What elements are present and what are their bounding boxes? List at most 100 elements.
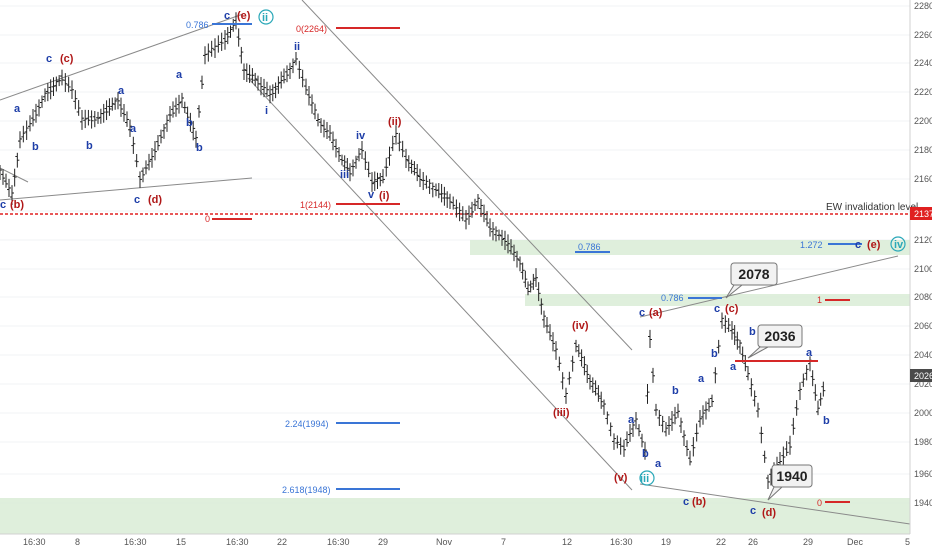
wave-label: (e) [867,239,881,251]
triangle-upper [639,255,899,318]
ohlc-bar [387,146,392,166]
x-tick-label: 22 [277,537,287,547]
ohlc-bar [707,398,711,412]
ohlc-bar [185,106,190,123]
y-tick-label: 2040 [914,350,932,360]
ohlc-bar [37,99,41,117]
ohlc-bar [512,244,516,262]
ohlc-bar [131,136,136,154]
callout-1940: 1940 [767,464,813,501]
ohlc-bar [279,71,284,89]
ohlc-bar [723,315,728,333]
ohlc-bar [691,437,696,457]
ohlc-bar [704,401,708,420]
ohlc-bar [430,182,435,198]
ohlc-bar [634,412,638,430]
ohlc-bar [63,73,68,92]
wave-label: c [750,505,756,517]
ohlc-bar [560,372,565,390]
ohlc-bar [605,411,610,425]
ohlc-bar [128,119,132,137]
ohlc-bar [625,431,629,447]
ohlc-bar [667,416,671,435]
ohlc-bar [262,78,266,98]
callout-text: 2078 [738,266,769,282]
y-tick-label: 2280 [914,1,932,11]
ohlc-bar [239,46,244,64]
ohlc-bar [574,339,578,353]
ohlc-bar [10,185,14,205]
ohlc-bar [340,154,344,166]
wave-label: i [265,105,268,117]
x-tick-label: 16:30 [23,537,46,547]
ohlc-bar [96,111,100,124]
ohlc-bar [523,270,528,288]
ohlc-bar [454,199,459,218]
ohlc-bar [670,411,674,431]
ohlc-bar [557,356,562,371]
ohlc-bar [579,349,584,367]
ohlc-bar [18,131,22,149]
ohlc-bar [640,433,644,448]
ohlc-bar [491,222,495,241]
y-tick-label: 2060 [914,321,932,331]
ohlc-bar [726,318,731,333]
ohlc-bar [86,109,91,126]
wave-label: b [32,141,39,153]
ohlc-bar [294,52,298,66]
x-tick-label: Dec [847,537,864,547]
ohlc-bar [660,415,665,433]
callout-2078: 2078 [725,262,778,299]
ohlc-bar [354,155,358,169]
ohlc-bar [291,58,295,74]
wave-label: (c) [60,53,74,65]
trend-lines [0,0,911,525]
ohlc-bar [482,204,486,223]
ohlc-bar [534,268,538,288]
ohlc-bar [424,175,429,189]
ohlc-bar [363,151,368,170]
callout-text: 1940 [776,468,807,484]
ohlc-bar [250,68,255,84]
ohlc-bar [400,140,405,158]
ohlc-bar [730,320,734,340]
x-tick-label: 29 [803,537,813,547]
ohlc-bar [316,113,320,127]
ohlc-bar [147,153,151,171]
wave-label: c [46,53,52,65]
wave-label: a [176,69,183,81]
ohlc-bar [460,206,465,222]
wave-label: (e) [237,10,251,22]
ohlc-bar [247,64,252,83]
ohlc-bar [304,78,308,95]
y-tick-label: 2120 [914,235,932,245]
ohlc-bar [113,97,118,110]
ohlc-bar [191,120,196,141]
y-tick-label: 2220 [914,87,932,97]
ohlc-bar [732,325,737,345]
ohlc-bar [337,146,341,162]
circle-marker-iii [639,470,655,486]
y-tick-label: 2160 [914,174,932,184]
ohlc-bar [322,119,326,138]
ohlc-bar [743,355,748,372]
ohlc-bar [242,63,246,80]
ohlc-bar [144,160,148,175]
ohlc-bar [156,134,160,151]
ohlc-bar [66,76,71,93]
ohlc-bar [162,124,166,139]
wave-label: c [855,239,861,251]
ohlc-bar [612,433,616,450]
wave-label: (a) [649,307,663,319]
ohlc-bar [473,198,477,211]
ohlc-bar [48,79,53,100]
wave-label: c [714,303,720,315]
ohlc-bar [231,18,236,32]
x-tick-label: 19 [661,537,671,547]
wave-label: c [224,10,230,22]
ohlc-bar [7,178,11,197]
ohlc-bar [394,125,398,145]
x-tick-label: Nov [436,537,453,547]
ohlc-bar [119,97,123,117]
ohlc-bar [159,129,163,144]
